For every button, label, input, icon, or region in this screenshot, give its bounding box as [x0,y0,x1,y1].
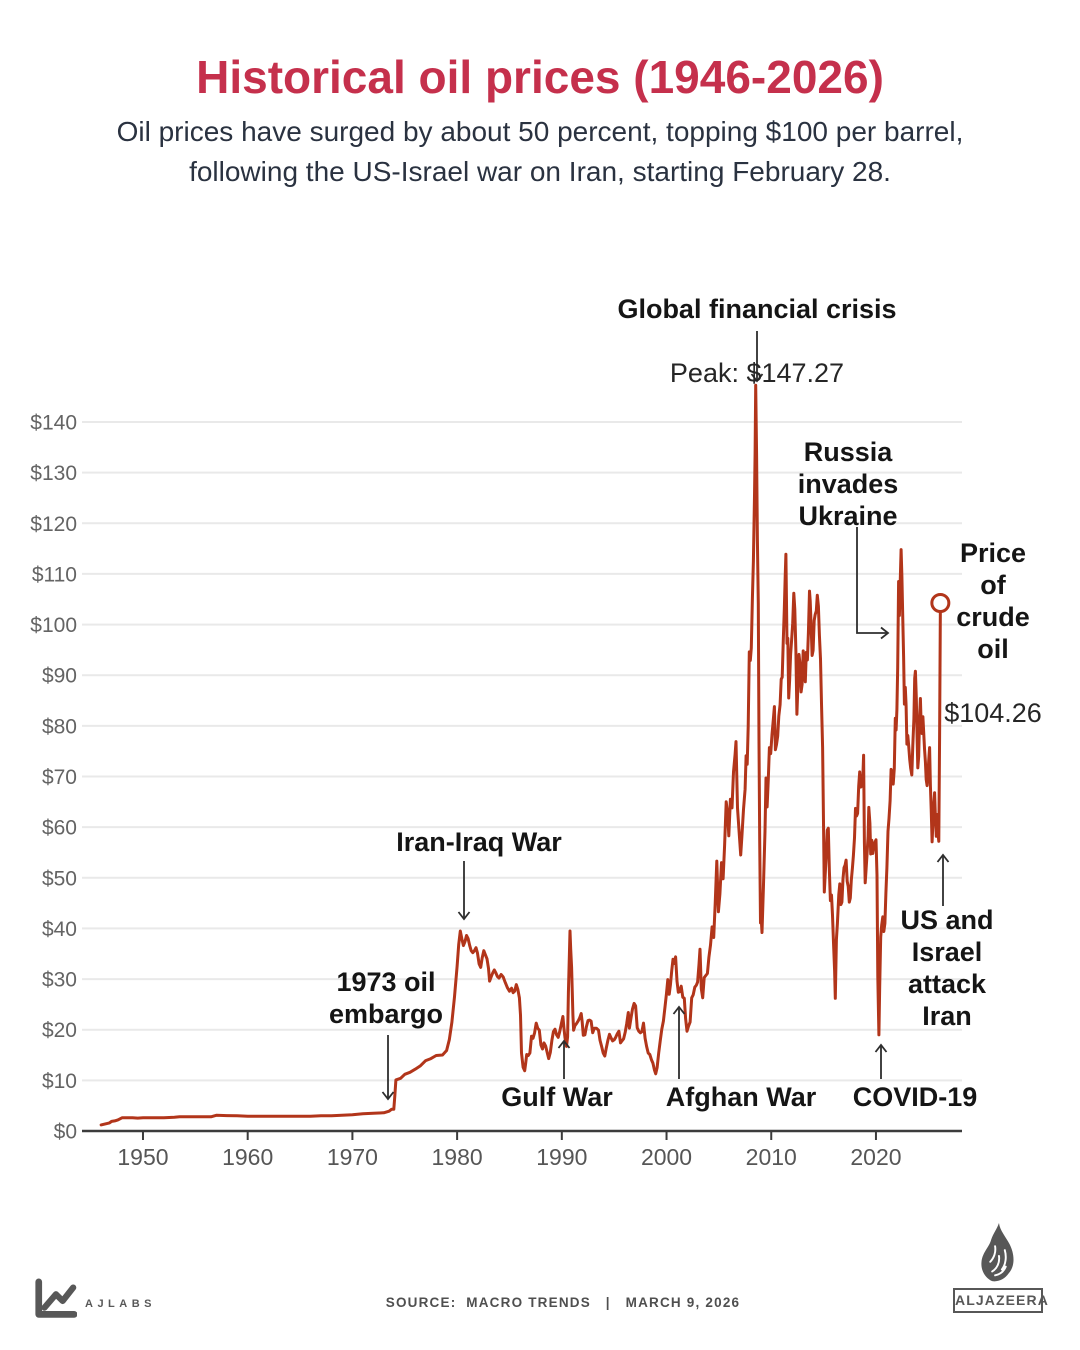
annotation-gulf-war: Gulf War [501,1082,613,1112]
aljazeera-flame-icon [981,1222,1014,1282]
svg-text:$80: $80 [42,715,77,738]
annotation-covid-19: COVID-19 [852,1082,978,1112]
annotation-title: Global financial crisis [617,294,897,324]
annotation-global-financial-crisis: Global financial crisis Peak: $147.27 [617,261,896,421]
svg-text:2010: 2010 [746,1144,797,1170]
source-note: SOURCE: MACRO TRENDS | MARCH 9, 2026 [385,1295,741,1310]
svg-text:$40: $40 [42,918,77,941]
annotation-1973-oil-embargo: 1973 oil embargo [328,967,444,1029]
end-marker [930,592,951,613]
axes [82,1129,962,1140]
ajlabs-wordmark: AJLABS [85,1298,157,1310]
annotation-russia-invades-ukraine: Russia invades Ukraine [797,437,899,531]
annotation-us-israel-attack-iran: US and Israel attack Iran [900,905,994,1031]
annotation-afghan-war: Afghan War [665,1082,817,1112]
page-title: Historical oil prices (1946-2026) [196,51,884,103]
aljazeera-wordmark: ALJAZEERA [953,1288,1048,1313]
svg-text:$110: $110 [32,563,77,586]
svg-text:1990: 1990 [536,1144,587,1170]
svg-text:1960: 1960 [222,1144,273,1170]
svg-text:$120: $120 [30,513,77,536]
svg-text:$130: $130 [30,462,77,485]
annotation-arrows [381,331,950,1101]
svg-text:$60: $60 [42,817,77,840]
annotation-price-of-crude-oil: Price of crude oil $104.26 [944,505,1042,761]
annotation-iran-iraq-war: Iran-Iraq War [396,827,562,857]
svg-text:2020: 2020 [850,1144,901,1170]
svg-text:$140: $140 [30,411,77,434]
svg-text:1950: 1950 [117,1144,168,1170]
annotation-current-price: $104.26 [944,698,1042,728]
ajlabs-chart-icon [35,1278,77,1318]
tick-labels: $0 $10 $20 $30 $40 $50 $60 $70 $80 $90 $100 $110 $12… [30,411,901,1170]
svg-text:$30: $30 [42,969,77,992]
svg-text:1970: 1970 [327,1144,378,1170]
aljazeera-logo: ALJAZEERA [953,1222,1048,1313]
svg-text:2000: 2000 [641,1144,692,1170]
ajlabs-logo: AJLABS [33,1278,156,1322]
svg-text:$70: $70 [42,766,77,789]
svg-text:$10: $10 [42,1070,77,1093]
svg-text:$50: $50 [42,867,77,890]
svg-text:$90: $90 [42,665,77,688]
price-line [99,383,942,1127]
subtitle: Oil prices have surged by about 50 perce… [116,116,964,187]
svg-text:$20: $20 [42,1019,77,1042]
annotation-title: Price of crude oil [956,538,1030,664]
annotation-peak-value: Peak: $147.27 [669,358,845,388]
gridlines [82,420,962,1082]
svg-text:$0: $0 [54,1121,77,1144]
svg-text:1980: 1980 [432,1144,483,1170]
svg-text:$100: $100 [30,614,77,637]
